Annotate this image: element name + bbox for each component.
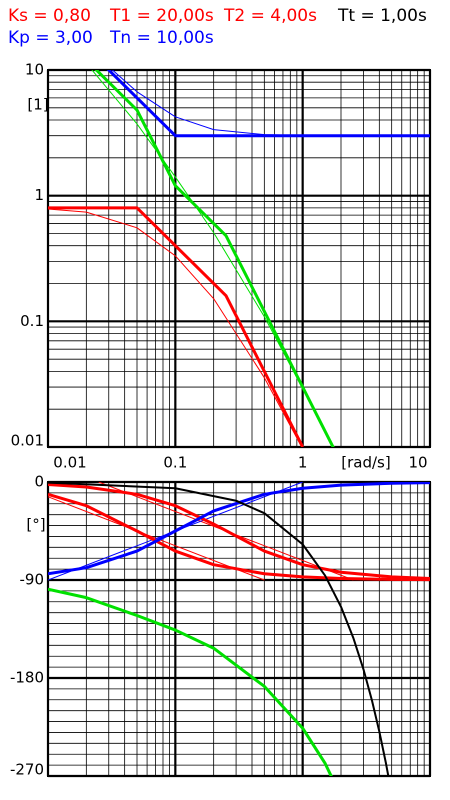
y-tick-label: 0.01	[11, 432, 44, 450]
curve	[48, 482, 430, 580]
y-tick-label: -270	[10, 761, 44, 779]
curve	[48, 492, 430, 582]
plot-frame	[47, 481, 431, 777]
curve	[106, 70, 430, 138]
x-axis-label: [rad/s]	[341, 454, 390, 472]
parameter: Tt = 1,00s	[337, 6, 427, 26]
y-tick-label: 10	[25, 61, 44, 79]
x-tick-label: 1	[298, 454, 308, 472]
x-tick-label: 0.1	[163, 454, 187, 472]
curve	[48, 482, 390, 776]
parameter: Tn = 10,00s	[109, 28, 214, 48]
parameter: Ks = 0,80	[8, 6, 91, 26]
x-tick-label: 0.01	[53, 454, 86, 472]
y-axis-label: [1]	[27, 96, 48, 114]
y-tick-label: 1	[34, 186, 44, 204]
curve	[94, 70, 335, 447]
curves	[48, 482, 430, 776]
y-tick-label: 0.1	[20, 312, 44, 330]
y-tick-label: -90	[20, 571, 45, 589]
curve	[48, 206, 305, 447]
y-axis-label: [°]	[26, 516, 45, 534]
parameter: Kp = 3,00	[8, 28, 93, 48]
parameter: T1 = 20,00s	[109, 6, 214, 26]
plot-frame	[47, 69, 431, 448]
y-tick-label: -180	[10, 669, 44, 687]
curve	[48, 587, 333, 776]
x-tick-label: 10	[408, 454, 427, 472]
curves	[48, 70, 430, 447]
y-tick-label: 0	[34, 473, 44, 491]
parameter: T2 = 4,00s	[223, 6, 317, 26]
